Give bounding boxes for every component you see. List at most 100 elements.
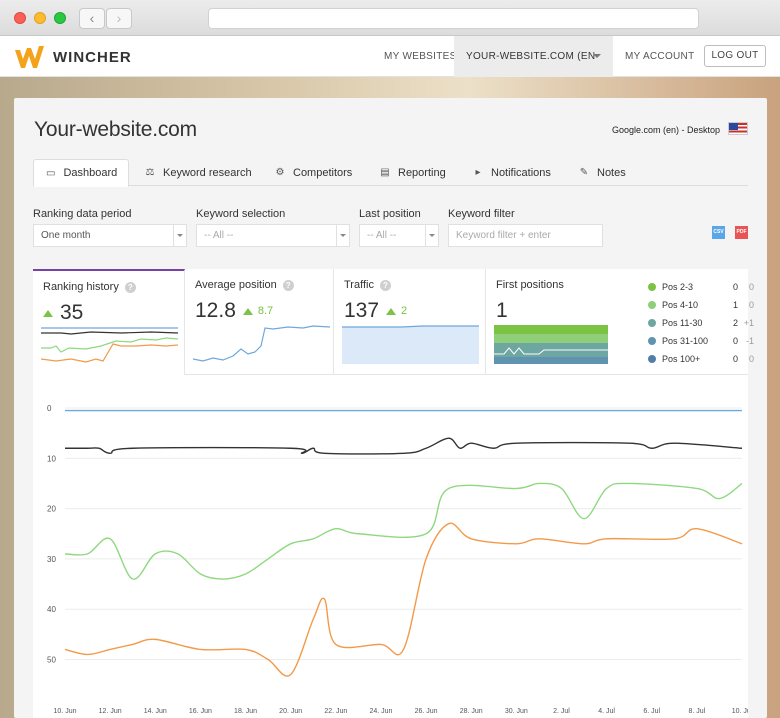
first-positions-stacked-area (494, 325, 608, 364)
x-tick-label: 20. Jun (279, 708, 302, 715)
legend-label: Pos 2-3 (662, 282, 694, 292)
keyword-selection-label: Keyword selection (196, 208, 286, 220)
chevron-left-icon: ‹ (89, 10, 95, 26)
help-icon[interactable]: ? (282, 279, 294, 291)
series-line-2 (64, 482, 743, 580)
tab-label: Keyword research (163, 166, 252, 179)
first-positions-panel[interactable]: First positions 1 (486, 269, 624, 375)
x-tick-label: 14. Jun (144, 708, 167, 715)
legend-count: 0 (732, 282, 738, 292)
arrow-up-icon (386, 307, 397, 315)
zoom-window-button[interactable] (54, 12, 66, 24)
ranking-history-label: Ranking history (43, 281, 119, 293)
forward-button[interactable]: › (106, 8, 132, 29)
microscope-icon: ⚖ (145, 167, 155, 178)
x-tick-label: 12. Jun (99, 708, 122, 715)
x-tick-label: 22. Jun (324, 708, 347, 715)
logo[interactable]: WINCHER (14, 44, 132, 70)
x-tick-label: 30. Jun (505, 708, 528, 715)
tab-notes[interactable]: ✎ Notes (567, 159, 638, 186)
dashboard-card: Your-website.com Google.com (en) - Deskt… (14, 98, 767, 718)
first-positions-value: 1 (496, 299, 508, 322)
tab-notifications[interactable]: ▸ Notifications (461, 159, 563, 186)
x-tick-label: 2. Jul (553, 708, 570, 715)
tab-label: Reporting (398, 166, 446, 179)
average-position-sparkline (193, 325, 330, 362)
chevron-down-icon (425, 225, 438, 246)
keyword-filter-input[interactable]: Keyword filter + enter (448, 224, 603, 247)
x-tick-label: 28. Jun (460, 708, 483, 715)
nav-my-websites[interactable]: MY WEBSITES (384, 51, 457, 62)
tab-competitors[interactable]: ⚙ Competitors (263, 159, 364, 186)
logo-text: WINCHER (53, 48, 132, 66)
browser-chrome: ‹ › (0, 0, 780, 36)
document-icon: ▤ (380, 167, 390, 178)
legend-change: +1 (743, 318, 754, 328)
position-legend: Pos 2-3 0 0 Pos 4-10 1 0 Pos 11-30 2 +1 … (645, 279, 754, 369)
top-navigation: WINCHER MY WEBSITES YOUR-WEBSITE.COM (EN… (0, 36, 780, 103)
help-icon[interactable]: ? (124, 281, 136, 293)
x-tick-label: 18. Jun (234, 708, 257, 715)
legend-label: Pos 11-30 (662, 318, 703, 328)
legend-change: 0 (748, 300, 754, 310)
series-line-1 (65, 437, 743, 455)
y-tick-label: 40 (47, 605, 56, 614)
arrow-up-icon (43, 309, 53, 317)
x-tick-label: 4. Jul (598, 708, 615, 715)
tab-dashboard[interactable]: ▭ Dashboard (33, 159, 129, 187)
ranking-history-sparkline (41, 327, 178, 363)
us-flag-icon (728, 122, 748, 135)
legend-change: -1 (745, 336, 754, 346)
last-position-select[interactable]: -- All -- (359, 224, 439, 247)
help-icon[interactable]: ? (379, 279, 391, 291)
legend-row: Pos 4-10 1 0 (645, 297, 754, 315)
pencil-icon: ✎ (579, 167, 589, 178)
x-tick-label: 26. Jun (415, 708, 438, 715)
monitor-icon: ▭ (46, 167, 56, 179)
y-tick-label: 50 (47, 656, 56, 665)
tab-label: Notes (597, 166, 626, 179)
tab-label: Notifications (491, 166, 551, 179)
page-title: Your-website.com (34, 118, 197, 141)
export-pdf-icon[interactable]: PDF (735, 226, 748, 239)
traffic-panel[interactable]: Traffic ? 137 2 (334, 269, 486, 375)
legend-label: Pos 100+ (662, 354, 701, 364)
y-tick-label: 30 (47, 555, 56, 564)
legend-dot (648, 301, 656, 309)
tab-keyword-research[interactable]: ⚖ Keyword research (133, 159, 264, 186)
y-tick-label: 10 (47, 454, 56, 463)
keyword-selection-select[interactable]: -- All -- (196, 224, 350, 247)
ranking-history-value: 35 (60, 301, 84, 324)
search-engine-label: Google.com (en) - Desktop (611, 125, 720, 135)
close-window-button[interactable] (14, 12, 26, 24)
keyword-filter-label: Keyword filter (448, 208, 515, 220)
x-tick-label: 6. Jul (643, 708, 660, 715)
legend-dot (648, 319, 656, 327)
legend-row: Pos 11-30 2 +1 (645, 315, 754, 333)
minimize-window-button[interactable] (34, 12, 46, 24)
legend-change: 0 (748, 282, 754, 292)
legend-label: Pos 31-100 (662, 336, 709, 346)
y-tick-label: 0 (47, 404, 52, 413)
export-csv-icon[interactable]: CSV (712, 226, 725, 239)
nav-my-account[interactable]: MY ACCOUNT (625, 51, 695, 62)
back-button[interactable]: ‹ (79, 8, 105, 29)
period-select[interactable]: One month (33, 224, 187, 247)
nav-current-site-dropdown[interactable]: YOUR-WEBSITE.COM (EN-US) (454, 36, 613, 103)
legend-count: 0 (732, 336, 738, 346)
log-out-button[interactable]: LOG OUT (704, 45, 766, 67)
x-tick-label: 24. Jun (369, 708, 392, 715)
legend-dot (648, 355, 656, 363)
address-bar[interactable] (208, 8, 699, 29)
legend-dot (648, 337, 656, 345)
ranking-history-panel[interactable]: Ranking history ? 35 (33, 269, 185, 375)
traffic-sparkline (342, 325, 479, 364)
tab-bar: ▭ Dashboard ⚖ Keyword research ⚙ Competi… (33, 159, 748, 187)
chevron-down-icon (173, 225, 186, 246)
legend-row: Pos 31-100 0 -1 (645, 333, 754, 351)
legend-row: Pos 2-3 0 0 (645, 279, 754, 297)
wincher-logo-icon (15, 46, 44, 68)
average-position-panel[interactable]: Average position ? 12.8 8.7 (185, 269, 334, 375)
legend-change: 0 (748, 354, 754, 364)
tab-reporting[interactable]: ▤ Reporting (368, 159, 458, 186)
